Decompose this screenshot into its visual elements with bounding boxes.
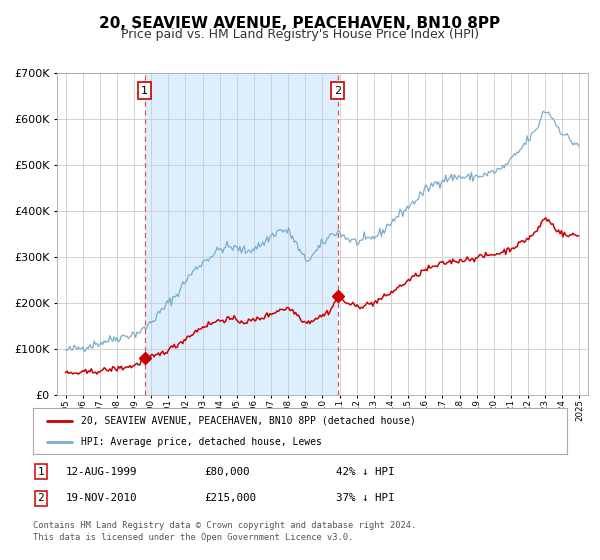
Text: This data is licensed under the Open Government Licence v3.0.: This data is licensed under the Open Gov… [33,533,353,542]
Text: 20, SEAVIEW AVENUE, PEACEHAVEN, BN10 8PP: 20, SEAVIEW AVENUE, PEACEHAVEN, BN10 8PP [100,16,500,31]
Text: 20, SEAVIEW AVENUE, PEACEHAVEN, BN10 8PP (detached house): 20, SEAVIEW AVENUE, PEACEHAVEN, BN10 8PP… [81,416,416,426]
Text: £215,000: £215,000 [204,493,256,503]
Text: 2: 2 [334,86,341,96]
Text: 2: 2 [37,493,44,503]
Text: Price paid vs. HM Land Registry's House Price Index (HPI): Price paid vs. HM Land Registry's House … [121,28,479,41]
Text: Contains HM Land Registry data © Crown copyright and database right 2024.: Contains HM Land Registry data © Crown c… [33,521,416,530]
Bar [145,73,338,395]
Text: 1: 1 [141,86,148,96]
Text: 1: 1 [37,466,44,477]
Text: 12-AUG-1999: 12-AUG-1999 [66,466,137,477]
Text: £80,000: £80,000 [204,466,250,477]
Text: 37% ↓ HPI: 37% ↓ HPI [336,493,395,503]
Text: 19-NOV-2010: 19-NOV-2010 [66,493,137,503]
Text: 42% ↓ HPI: 42% ↓ HPI [336,466,395,477]
Text: HPI: Average price, detached house, Lewes: HPI: Average price, detached house, Lewe… [81,437,322,447]
